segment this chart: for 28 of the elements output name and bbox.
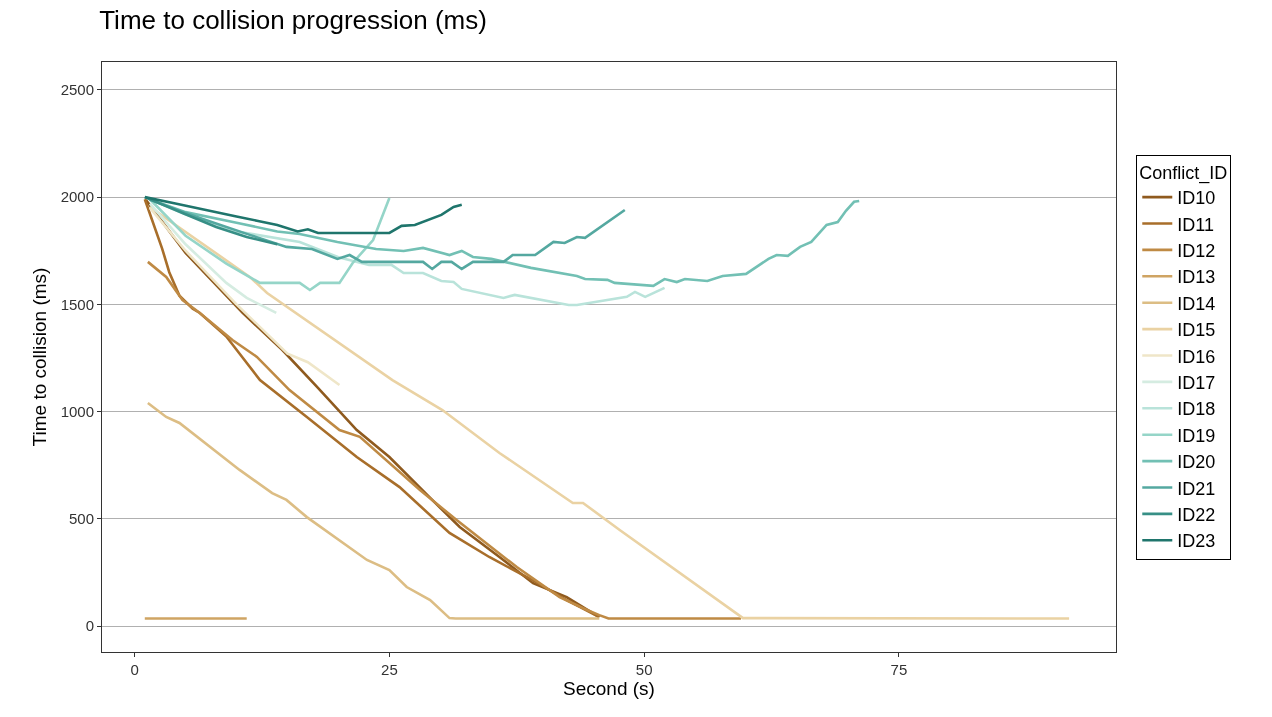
legend-label: ID22: [1177, 504, 1216, 525]
legend-label: ID11: [1177, 214, 1214, 235]
y-axis-title: Time to collision (ms): [29, 267, 51, 447]
legend-label: ID21: [1177, 478, 1216, 499]
y-tick-label: 1000: [60, 402, 94, 420]
legend-label: ID20: [1177, 452, 1216, 473]
legend-label: ID23: [1177, 531, 1216, 552]
legend-label: ID19: [1177, 425, 1216, 446]
y-tick-label: 0: [85, 617, 94, 635]
x-tick-label: 25: [381, 661, 398, 678]
x-tick-label: 0: [130, 661, 139, 678]
y-tick-label: 500: [68, 510, 94, 528]
chart-title: Time to collision progression (ms): [99, 4, 487, 35]
x-axis-title: Second (s): [563, 678, 655, 699]
legend-label: ID14: [1177, 293, 1216, 314]
legend-label: ID12: [1177, 240, 1216, 261]
y-tick-label: 2500: [60, 81, 94, 99]
legend-label: ID10: [1177, 188, 1216, 209]
x-tick-label: 50: [635, 661, 653, 678]
legend-label: ID18: [1177, 399, 1216, 420]
y-tick-label: 1500: [60, 295, 94, 313]
legend-label: ID13: [1177, 267, 1216, 288]
legend-label: ID15: [1177, 320, 1216, 341]
legend-title: Conflict_ID: [1139, 162, 1228, 184]
legend-label: ID16: [1177, 346, 1216, 367]
y-tick-label: 2000: [60, 188, 94, 206]
x-tick-label: 75: [890, 661, 908, 678]
legend-label: ID17: [1177, 372, 1216, 393]
